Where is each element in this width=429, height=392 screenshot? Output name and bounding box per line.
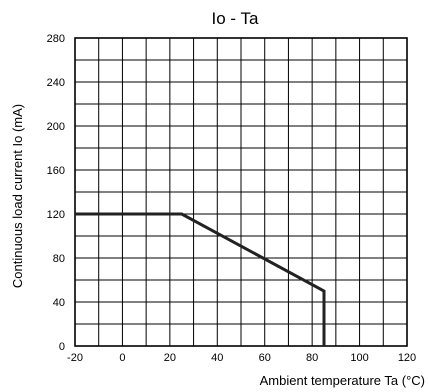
y-tick-labels: 0 40 80 120 160 200 240 280: [47, 33, 65, 353]
series-lines: [75, 212, 326, 346]
x-axis-label: Ambient temperature Ta (°C): [260, 373, 425, 388]
x-tick-label: 40: [211, 352, 223, 364]
y-tick-label: 120: [47, 209, 65, 221]
x-tick-label: 0: [119, 352, 125, 364]
plot-frame: [74, 37, 408, 347]
y-tick-label: 40: [53, 297, 65, 309]
chart-title: Io - Ta: [212, 9, 259, 28]
y-axis-label: Continuous load current Io (mA): [10, 104, 25, 288]
y-tick-label: 0: [59, 341, 65, 353]
x-tick-label: 80: [306, 352, 318, 364]
grid: [74, 37, 408, 347]
y-tick-label: 160: [47, 165, 65, 177]
x-tick-labels: -20 0 20 40 60 80 100 120: [67, 352, 416, 364]
x-tick-label: 120: [398, 352, 416, 364]
x-tick-label: -20: [67, 352, 83, 364]
series-line: [75, 212, 326, 346]
y-tick-label: 280: [47, 33, 65, 45]
x-tick-label: 60: [259, 352, 271, 364]
x-tick-label: 20: [164, 352, 176, 364]
y-tick-label: 200: [47, 121, 65, 133]
y-tick-label: 80: [53, 253, 65, 265]
x-tick-label: 100: [350, 352, 368, 364]
y-tick-label: 240: [47, 77, 65, 89]
